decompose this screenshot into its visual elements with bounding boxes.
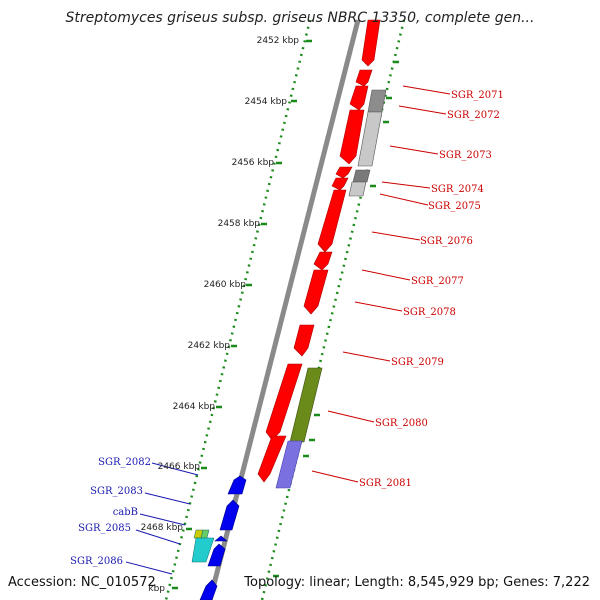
left-dotted-track — [164, 19, 312, 600]
gene-label: cabB — [113, 507, 138, 518]
gene-label: SGR_2081 — [359, 478, 412, 489]
gene-labels-right[interactable]: SGR_2071 SGR_2072 SGR_2073 SGR_2074 SGR_… — [359, 90, 504, 489]
accession-label: Accession: NC_010572 — [8, 575, 156, 590]
axis-label: 2464 kbp — [173, 402, 216, 412]
gene-label: SGR_2080 — [375, 418, 428, 429]
gene-box-slateblue[interactable] — [275, 440, 303, 489]
axis-label: 2454 kbp — [245, 97, 288, 107]
gene-arrow — [293, 324, 315, 357]
right-track-markers — [273, 60, 399, 578]
gene-arrow — [317, 189, 347, 253]
gray-genes[interactable] — [348, 89, 387, 197]
gene-label: SGR_2077 — [411, 276, 464, 287]
gene-arrow — [219, 499, 240, 531]
gene-label: SGR_2083 — [90, 486, 143, 497]
gene-arrow — [339, 109, 365, 165]
axis-labels: 2452 kbp 2454 kbp 2456 kbp 2458 kbp 2460… — [141, 36, 300, 594]
gene-box-olive[interactable] — [289, 367, 323, 443]
kbp-ticks — [172, 39, 312, 590]
gene-label: SGR_2073 — [439, 150, 492, 161]
axis-label: 2460 kbp — [204, 280, 247, 290]
axis-label: kbp — [148, 584, 165, 594]
gene-arrow — [199, 579, 218, 600]
gene-arrow — [349, 85, 369, 111]
gene-label: SGR_2076 — [420, 236, 473, 247]
gene-box — [352, 169, 371, 183]
gene-arrow — [214, 535, 228, 542]
axis-label: 2456 kbp — [232, 158, 275, 168]
gene-label: SGR_2085 — [78, 523, 131, 534]
topology-label: Topology: linear; Length: 8,545,929 bp; … — [244, 575, 590, 590]
gene-label: SGR_2079 — [391, 357, 444, 368]
gene-label: SGR_2071 — [451, 90, 504, 101]
gene-label: SGR_2086 — [70, 556, 123, 567]
axis-label: 2466 kbp — [158, 462, 201, 472]
gene-label: SGR_2082 — [98, 457, 151, 468]
gene-label: SGR_2072 — [447, 110, 500, 121]
blue-genes[interactable] — [199, 475, 247, 600]
gene-arrow — [361, 19, 381, 67]
gene-arrow — [355, 69, 373, 87]
gene-label: SGR_2075 — [428, 201, 481, 212]
gene-arrow — [313, 251, 333, 271]
gene-labels-left[interactable]: SGR_2082 SGR_2083 cabB SGR_2085 SGR_2086 — [70, 457, 151, 567]
gene-arrow — [257, 435, 287, 483]
cabb-genes[interactable] — [191, 529, 215, 563]
gene-box — [357, 111, 383, 167]
gene-label: SGR_2074 — [431, 184, 484, 195]
gene-arrow — [331, 177, 349, 191]
gene-arrow — [207, 543, 226, 567]
leader-lines-right — [311, 85, 451, 483]
axis-label: 2462 kbp — [188, 341, 231, 351]
gene-box — [191, 537, 215, 563]
gene-box — [348, 181, 367, 197]
leader-lines-left — [125, 462, 199, 575]
gene-arrow — [303, 269, 329, 315]
axis-label: 2452 kbp — [257, 36, 300, 46]
axis-label: 2468 kbp — [141, 523, 184, 533]
page-title: Streptomyces griseus subsp. griseus NBRC… — [65, 10, 535, 26]
gene-label: SGR_2078 — [403, 307, 456, 318]
axis-label: 2458 kbp — [218, 219, 261, 229]
red-genes[interactable] — [257, 19, 381, 483]
gene-arrow — [335, 166, 353, 179]
gene-arrow — [227, 475, 247, 495]
